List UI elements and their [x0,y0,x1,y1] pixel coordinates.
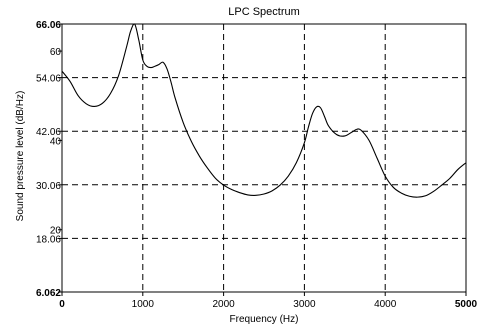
y-tick-label-7: 18.06 [36,234,61,245]
y-tick-label-3: 42.06 [36,127,61,138]
chart-title: LPC Spectrum [228,6,300,18]
x-axis-ticks: 0 1000 2000 3000 4000 5000 [59,292,478,310]
y-tick-label-2: 54.06 [36,74,61,85]
y-tick-label-1: 60 [50,47,62,58]
x-tick-label-3: 3000 [293,299,316,310]
x-tick-label-5: 5000 [455,299,478,310]
y-tick-label-0: 66.06 [36,20,61,31]
y-tick-label-5: 30.06 [36,181,61,192]
x-tick-label-4: 4000 [374,299,397,310]
plot-frame [61,23,467,293]
x-tick-label-2: 2000 [212,299,235,310]
y-tick-label-4: 40 [50,136,62,147]
spectrum-line [61,23,467,198]
grid-lines [62,24,466,292]
x-tick-label-1: 1000 [132,299,155,310]
x-axis-label: Frequency (Hz) [230,314,299,325]
x-tick-label-0: 0 [59,299,65,310]
y-tick-label-8: 6.062 [36,288,61,299]
y-tick-label-6: 20 [50,226,62,237]
y-axis-label: Sound pressure level (dB/Hz) [15,91,26,222]
